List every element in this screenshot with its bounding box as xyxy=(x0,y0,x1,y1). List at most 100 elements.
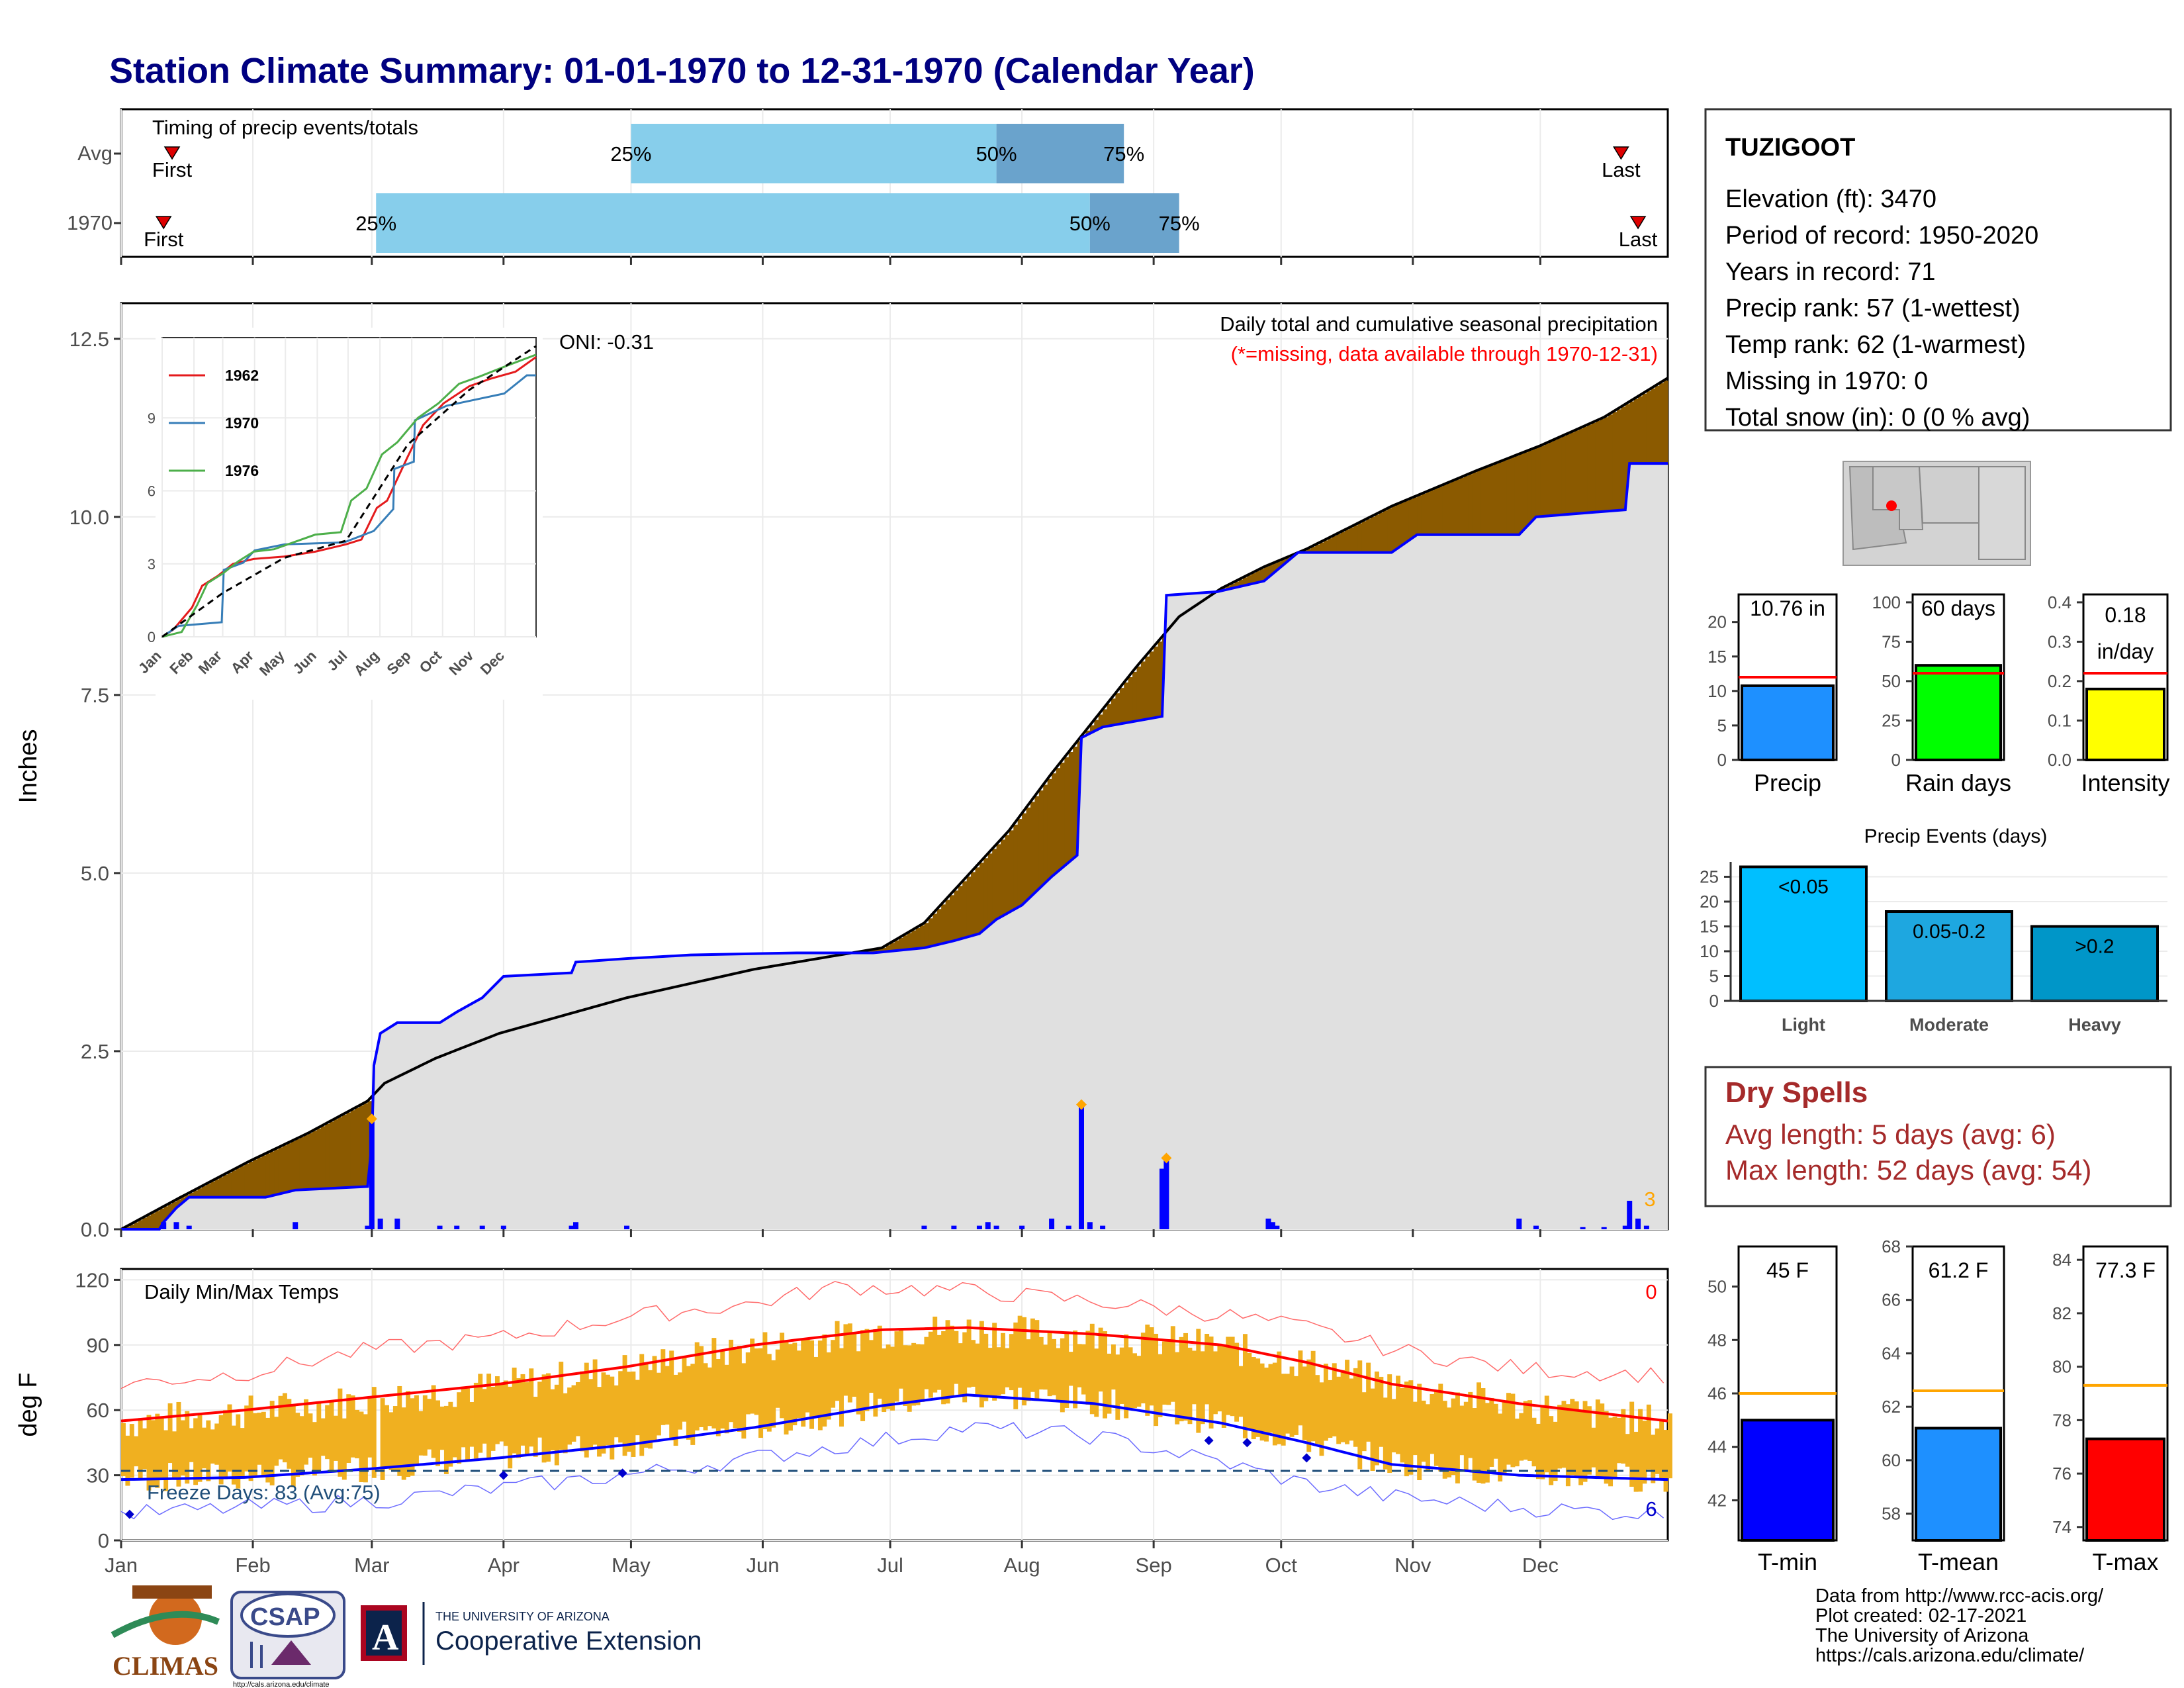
climas-logo-text: CLIMAS xyxy=(113,1651,218,1681)
temp-daily-bar xyxy=(1455,1392,1460,1483)
precip-diff-band xyxy=(1345,530,1350,553)
temp-daily-bar xyxy=(1549,1416,1554,1485)
precip-diff-band xyxy=(257,1157,262,1197)
temp-daily-bar xyxy=(1519,1413,1524,1461)
precip-diff-band xyxy=(287,1143,292,1192)
temp-daily-bar xyxy=(975,1343,980,1395)
precip-daily-bar xyxy=(377,1218,383,1229)
precip-ytick-label: 5.0 xyxy=(81,862,109,885)
oni-label: ONI: -0.31 xyxy=(559,330,654,353)
temp-daily-bar xyxy=(831,1340,836,1408)
mini-ytick-label: 75 xyxy=(1882,632,1901,651)
temp-daily-bar xyxy=(801,1338,806,1427)
temp-daily-bar xyxy=(180,1420,185,1476)
precip-diff-band xyxy=(299,1137,304,1190)
precip-diff-band xyxy=(236,1168,241,1197)
precip-diff-band xyxy=(1064,757,1069,867)
station-info-box xyxy=(1704,108,2172,432)
precip-diff-band xyxy=(1663,380,1668,464)
precip-diff-band xyxy=(1370,516,1375,553)
temp-daily-bar xyxy=(817,1340,823,1430)
temp-daily-bar xyxy=(882,1348,887,1413)
precip-diff-band xyxy=(1366,519,1371,553)
inset-legend-label: 1962 xyxy=(225,367,259,384)
precip-1970-line xyxy=(121,462,1668,1231)
timing-row-label: Avg xyxy=(77,142,113,165)
precip-diff-band xyxy=(1484,467,1490,535)
precip-diff-band xyxy=(1430,490,1435,535)
events-ytick-label: 0 xyxy=(1709,991,1719,1011)
precip-diff-band xyxy=(1578,428,1584,514)
temp-daily-bar xyxy=(1285,1374,1291,1434)
precip-diff-band xyxy=(1098,714,1103,729)
temp-daily-bar xyxy=(1595,1399,1600,1479)
temp-daily-bar xyxy=(150,1420,156,1486)
precip-diff-band xyxy=(1332,536,1337,553)
temp-daily-bar xyxy=(1111,1344,1116,1390)
mini-ytick-label: 0.3 xyxy=(2048,632,2071,651)
precip-diff-band xyxy=(1089,725,1095,733)
precip-daily-bar xyxy=(293,1222,298,1229)
temp-daily-bar xyxy=(1038,1336,1044,1390)
temp-daily-bar xyxy=(664,1366,670,1425)
temp-daily-bar xyxy=(1489,1397,1494,1467)
precip-diff-band xyxy=(1073,746,1078,859)
precip-diff-band xyxy=(1408,498,1414,541)
precip-diff-band xyxy=(1426,492,1431,535)
temp-daily-bar xyxy=(627,1372,631,1452)
temp-daily-bar xyxy=(1043,1344,1048,1390)
csap-url: http://cals.arizona.edu/climate xyxy=(233,1681,330,1688)
precip-daily-bar xyxy=(1078,1104,1084,1229)
precip-diff-band xyxy=(231,1170,236,1197)
temp-daily-bar xyxy=(1638,1409,1643,1492)
precip-diff-band xyxy=(1255,571,1261,583)
temp-daily-bar xyxy=(210,1429,215,1464)
precip-diff-band xyxy=(907,933,912,950)
temp-daily-bar xyxy=(1034,1320,1040,1401)
temp-daily-bar xyxy=(1217,1344,1222,1412)
precip-diff-band xyxy=(1242,577,1248,586)
precip-diff-band xyxy=(1149,651,1154,719)
temp-daily-bar xyxy=(159,1417,164,1478)
temp-daily-bar xyxy=(338,1388,343,1477)
temp-daily-bar xyxy=(796,1350,801,1419)
precip-diff-band xyxy=(1336,534,1342,553)
mini-ytick-label: 68 xyxy=(1882,1237,1901,1256)
precip-ytick-label: 0.0 xyxy=(81,1218,109,1241)
temp-daily-bar xyxy=(380,1398,385,1480)
temp-daily-bar xyxy=(1506,1393,1511,1465)
temp-daily-bar xyxy=(316,1401,322,1473)
precip-diff-band xyxy=(1591,422,1596,513)
mini-category-label: T-max xyxy=(2092,1548,2158,1575)
temp-daily-bar xyxy=(1170,1326,1175,1402)
temp-daily-bar xyxy=(443,1405,449,1474)
precip-daily-bar xyxy=(1087,1222,1093,1229)
inset-ytick-label: 6 xyxy=(148,483,156,500)
precip-diff-band xyxy=(1477,470,1482,535)
last-label: Last xyxy=(1602,158,1641,181)
temp-daily-bar xyxy=(788,1344,793,1431)
temp-ytick-label: 0 xyxy=(98,1529,109,1552)
temp-daily-bar xyxy=(482,1389,487,1444)
precip-diff-band xyxy=(240,1166,245,1197)
precip-diff-band xyxy=(155,1211,160,1229)
temp-daily-bar xyxy=(1646,1404,1651,1470)
temp-daily-bar xyxy=(201,1427,206,1469)
precip-diff-band xyxy=(206,1184,211,1197)
precip-diff-band xyxy=(1319,542,1324,553)
precip-diff-band xyxy=(1047,778,1052,881)
temp-daily-bar xyxy=(253,1413,257,1476)
precip-diff-band xyxy=(996,844,1001,919)
precip-daily-bar xyxy=(569,1225,574,1229)
temp-daily-bar xyxy=(673,1374,678,1446)
temp-daily-bar xyxy=(1391,1399,1396,1453)
temp-daily-bar xyxy=(868,1340,874,1393)
precip-diff-band xyxy=(1136,666,1142,722)
ua-logo-line2: Cooperative Extension xyxy=(435,1626,702,1656)
station-info-line: Years in record: 71 xyxy=(1725,258,1936,286)
precip-diff-band xyxy=(1527,450,1533,526)
precip-diff-band xyxy=(1642,393,1647,464)
locator-map xyxy=(1843,461,2031,566)
temp-daily-bar xyxy=(1477,1382,1482,1483)
